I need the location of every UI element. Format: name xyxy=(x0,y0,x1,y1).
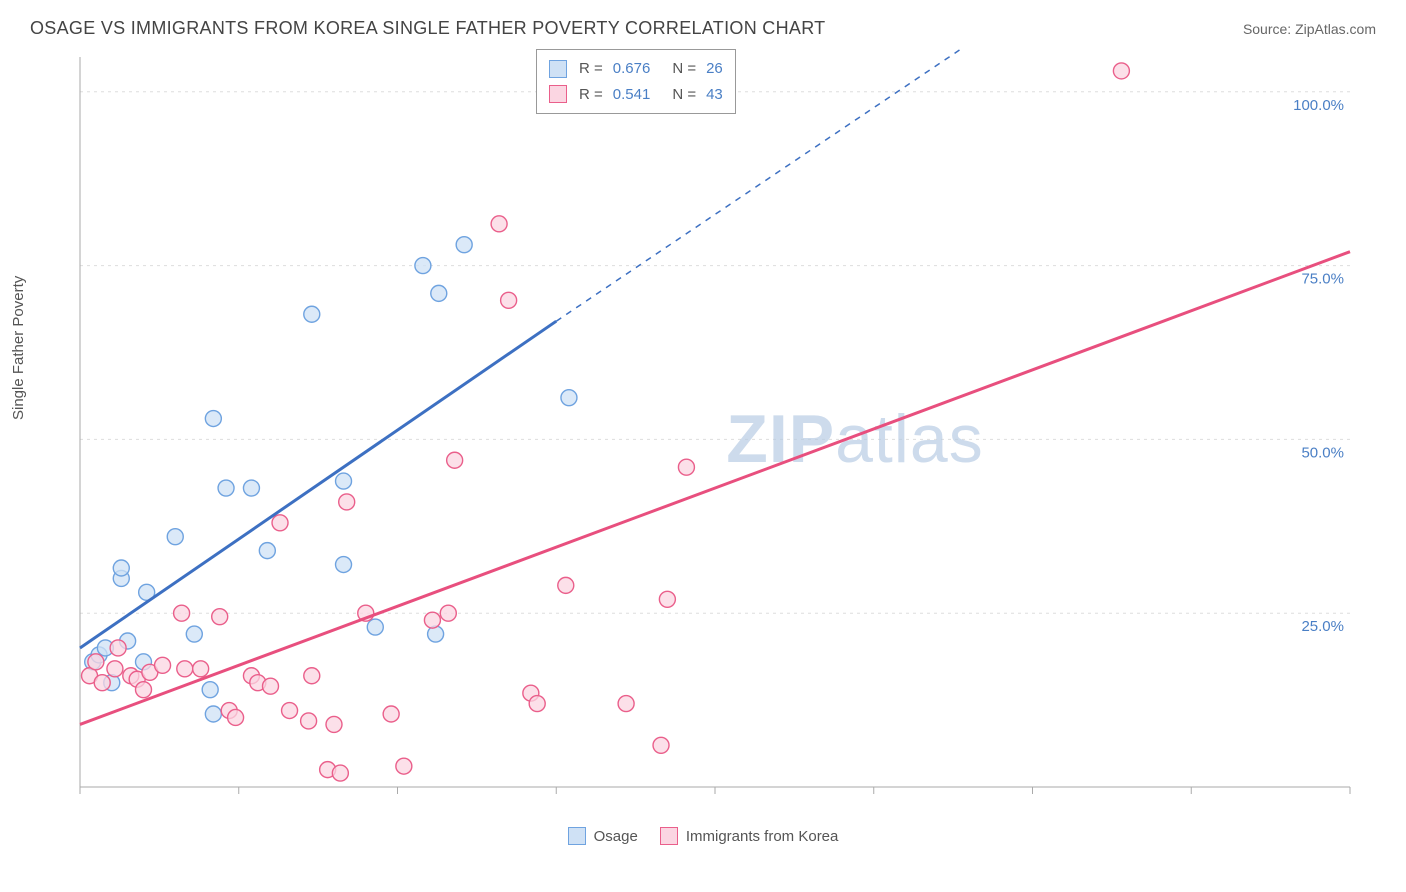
data-point-korea xyxy=(501,292,517,308)
data-point-korea xyxy=(558,577,574,593)
data-point-korea xyxy=(228,709,244,725)
data-point-osage xyxy=(336,473,352,489)
data-point-korea xyxy=(212,609,228,625)
data-point-osage xyxy=(205,411,221,427)
data-point-korea xyxy=(326,716,342,732)
legend-swatch xyxy=(660,827,678,845)
y-tick-label: 25.0% xyxy=(1301,618,1344,635)
correlation-chart: ZIPatlas25.0%50.0%75.0%100.0%0.0%40.0% R… xyxy=(60,47,1376,807)
trend-line-osage xyxy=(80,321,556,648)
data-point-korea xyxy=(155,657,171,673)
data-point-korea xyxy=(301,713,317,729)
legend-row-korea: R =0.541N =43 xyxy=(549,82,723,108)
series-label: Osage xyxy=(594,828,638,845)
data-point-korea xyxy=(136,682,152,698)
data-point-osage xyxy=(259,543,275,559)
y-tick-label: 75.0% xyxy=(1301,271,1344,288)
data-point-korea xyxy=(678,459,694,475)
legend-swatch xyxy=(568,827,586,845)
source-attribution: Source: ZipAtlas.com xyxy=(1243,21,1376,37)
data-point-korea xyxy=(491,216,507,232)
data-point-korea xyxy=(88,654,104,670)
data-point-korea xyxy=(94,675,110,691)
data-point-korea xyxy=(110,640,126,656)
legend-n-value: 26 xyxy=(706,56,723,82)
data-point-osage xyxy=(336,557,352,573)
data-point-korea xyxy=(282,703,298,719)
data-point-korea xyxy=(304,668,320,684)
chart-svg: ZIPatlas25.0%50.0%75.0%100.0%0.0%40.0% xyxy=(60,47,1360,807)
chart-title: OSAGE VS IMMIGRANTS FROM KOREA SINGLE FA… xyxy=(30,18,825,39)
legend-swatch xyxy=(549,60,567,78)
legend-swatch xyxy=(549,85,567,103)
data-point-korea xyxy=(653,737,669,753)
data-point-korea xyxy=(440,605,456,621)
correlation-legend: R =0.676N =26R =0.541N =43 xyxy=(536,49,736,114)
data-point-osage xyxy=(186,626,202,642)
data-point-korea xyxy=(618,696,634,712)
data-point-osage xyxy=(431,285,447,301)
data-point-osage xyxy=(456,237,472,253)
legend-row-osage: R =0.676N =26 xyxy=(549,56,723,82)
legend-n-value: 43 xyxy=(706,82,723,108)
watermark: ZIPatlas xyxy=(726,401,983,477)
legend-r-value: 0.676 xyxy=(613,56,651,82)
series-legend: Osage Immigrants from Korea xyxy=(0,827,1406,845)
data-point-osage xyxy=(167,529,183,545)
data-point-korea xyxy=(424,612,440,628)
data-point-osage xyxy=(561,390,577,406)
data-point-korea xyxy=(1113,63,1129,79)
data-point-osage xyxy=(367,619,383,635)
data-point-korea xyxy=(174,605,190,621)
data-point-korea xyxy=(659,591,675,607)
data-point-korea xyxy=(339,494,355,510)
data-point-osage xyxy=(205,706,221,722)
data-point-korea xyxy=(193,661,209,677)
series-legend-item-korea: Immigrants from Korea xyxy=(660,827,839,845)
data-point-korea xyxy=(383,706,399,722)
trend-line-korea xyxy=(80,252,1350,725)
data-point-osage xyxy=(415,258,431,274)
data-point-korea xyxy=(447,452,463,468)
data-point-korea xyxy=(332,765,348,781)
data-point-korea xyxy=(177,661,193,677)
data-point-korea xyxy=(529,696,545,712)
y-tick-label: 100.0% xyxy=(1293,97,1344,114)
series-legend-item-osage: Osage xyxy=(568,827,638,845)
data-point-osage xyxy=(304,306,320,322)
data-point-osage xyxy=(218,480,234,496)
series-label: Immigrants from Korea xyxy=(686,828,839,845)
data-point-korea xyxy=(272,515,288,531)
data-point-korea xyxy=(263,678,279,694)
legend-r-value: 0.541 xyxy=(613,82,651,108)
data-point-korea xyxy=(396,758,412,774)
y-axis-label: Single Father Poverty xyxy=(10,276,27,420)
y-tick-label: 50.0% xyxy=(1301,444,1344,461)
data-point-osage xyxy=(243,480,259,496)
data-point-osage xyxy=(202,682,218,698)
data-point-osage xyxy=(113,560,129,576)
data-point-korea xyxy=(107,661,123,677)
